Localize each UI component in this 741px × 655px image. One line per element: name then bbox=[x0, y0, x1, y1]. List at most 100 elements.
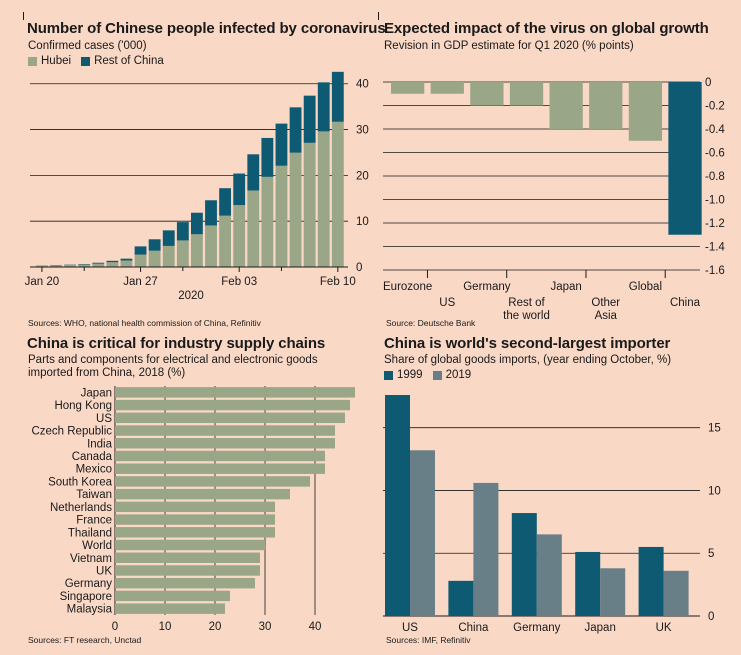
y-tick-label: -0.2 bbox=[705, 101, 725, 113]
bar-segment bbox=[120, 260, 133, 267]
chart-subtitle: Revision in GDP estimate for Q1 2020 (% … bbox=[384, 40, 634, 52]
legend-swatch bbox=[432, 370, 442, 380]
bar-segment bbox=[303, 95, 316, 143]
bar bbox=[668, 82, 702, 235]
y-tick-label: France bbox=[76, 515, 112, 527]
bar bbox=[430, 82, 464, 94]
bar-segment bbox=[317, 131, 330, 267]
x-tick-label: Jan 27 bbox=[123, 276, 158, 288]
y-tick-label: Czech Republic bbox=[31, 426, 112, 438]
bar-segment bbox=[64, 264, 77, 267]
x-tick-label: US bbox=[439, 297, 455, 309]
bar-segment bbox=[134, 246, 147, 255]
bar bbox=[638, 546, 664, 616]
bar-segment bbox=[275, 165, 288, 267]
x-tick-label: 30 bbox=[259, 621, 272, 633]
bar bbox=[115, 412, 345, 424]
bar bbox=[115, 387, 355, 398]
x-tick-label: Rest of bbox=[508, 297, 545, 309]
chart-title: Number of Chinese people infected by cor… bbox=[27, 20, 386, 37]
y-tick-label: World bbox=[82, 540, 112, 552]
bar-segment bbox=[92, 262, 105, 264]
y-tick-label: South Korea bbox=[48, 476, 113, 488]
bar-segment bbox=[78, 264, 91, 267]
x-tick-label: Jan 20 bbox=[25, 276, 60, 288]
x-tick-label: 10 bbox=[159, 621, 172, 633]
bar bbox=[115, 450, 325, 462]
bar bbox=[410, 450, 435, 616]
x-tick-label: 0 bbox=[112, 621, 118, 633]
bar-segment bbox=[205, 200, 217, 226]
bar bbox=[663, 570, 689, 616]
y-tick-label: Canada bbox=[72, 451, 113, 463]
bar bbox=[448, 580, 474, 616]
y-tick-label: Japan bbox=[81, 387, 112, 399]
legend-swatch bbox=[81, 56, 91, 66]
y-tick-label: 10 bbox=[708, 485, 721, 497]
y-tick-label: 0 bbox=[705, 77, 711, 89]
bar bbox=[470, 82, 504, 106]
y-tick-label: 0 bbox=[708, 611, 714, 623]
chart-title: Expected impact of the virus on global g… bbox=[384, 20, 709, 37]
y-tick-label: 10 bbox=[356, 216, 369, 228]
chart-source: Sources: WHO, national health commission… bbox=[28, 318, 261, 328]
legend-swatch bbox=[384, 370, 393, 380]
bar bbox=[575, 551, 601, 616]
y-tick-label: -0.8 bbox=[705, 171, 725, 183]
bar-segment bbox=[233, 173, 246, 206]
bar bbox=[115, 438, 335, 449]
bar bbox=[473, 482, 499, 616]
bar-segment bbox=[233, 205, 246, 267]
bar-segment bbox=[120, 258, 133, 261]
y-tick-label: Thailand bbox=[68, 527, 112, 539]
bar bbox=[600, 568, 626, 616]
y-tick-label: Germany bbox=[65, 578, 113, 590]
bar bbox=[589, 82, 623, 129]
y-tick-label: Taiwan bbox=[76, 489, 112, 501]
bar bbox=[115, 514, 275, 525]
chart-subtitle: Share of global goods imports, (year end… bbox=[384, 354, 672, 366]
y-tick-label: -0.4 bbox=[705, 124, 725, 136]
y-tick-label: Malaysia bbox=[67, 604, 113, 616]
bar-segment bbox=[317, 82, 330, 132]
top-rule bbox=[23, 12, 24, 20]
y-tick-label: India bbox=[87, 438, 113, 450]
x-year-label: 2020 bbox=[178, 290, 204, 302]
x-tick-label: Japan bbox=[550, 281, 581, 293]
chart-source: Sources: IMF, Refinitiv bbox=[386, 635, 471, 645]
y-tick-label: Vietnam bbox=[70, 553, 112, 565]
panel-importer: China is world's second-largest importer… bbox=[378, 330, 741, 655]
bar-segment bbox=[261, 176, 274, 267]
chart-source: Source: Deutsche Bank bbox=[386, 318, 476, 328]
panel-infections: Number of Chinese people infected by cor… bbox=[0, 0, 386, 330]
x-tick-label: Feb 03 bbox=[221, 276, 257, 288]
top-rule-right bbox=[378, 12, 379, 20]
bar-segment bbox=[162, 245, 175, 267]
x-tick-label: 20 bbox=[209, 621, 222, 633]
bar-segment bbox=[303, 142, 316, 267]
bar-segment bbox=[50, 265, 62, 267]
y-tick-label: -1.6 bbox=[705, 265, 725, 277]
legend-item: 2019 bbox=[432, 369, 471, 381]
y-tick-label: -1.4 bbox=[705, 242, 725, 254]
legend-item: 1999 bbox=[384, 369, 423, 381]
bar bbox=[536, 534, 562, 616]
bar bbox=[115, 488, 290, 500]
bar bbox=[115, 476, 310, 487]
chart-legend: Hubei Rest of China bbox=[28, 55, 174, 67]
y-tick-label: UK bbox=[96, 565, 112, 577]
x-tick-label: 40 bbox=[309, 621, 322, 633]
x-tick-label: Germany bbox=[513, 622, 561, 634]
y-tick-label: Hong Kong bbox=[54, 400, 112, 412]
bar-segment bbox=[134, 254, 147, 267]
bar-segment bbox=[176, 240, 189, 267]
panel-gdp: Expected impact of the virus on global g… bbox=[378, 0, 741, 330]
bar bbox=[115, 577, 255, 589]
x-tick-label: UK bbox=[656, 622, 672, 634]
y-tick-label: 20 bbox=[356, 170, 369, 182]
x-tick-label: Other bbox=[591, 297, 620, 309]
x-tick-label: Japan bbox=[585, 622, 616, 634]
bar-segment bbox=[219, 188, 232, 216]
